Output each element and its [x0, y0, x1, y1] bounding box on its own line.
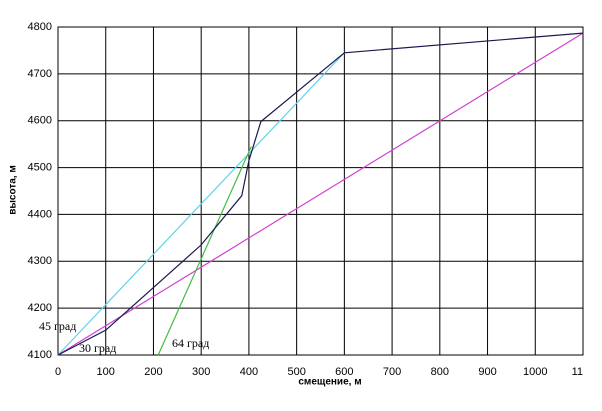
line-series [57, 32, 584, 356]
y-tick-label: 4800 [28, 21, 52, 33]
x-axis-title: смещение, м [298, 377, 361, 388]
x-tick-label: 11 [572, 366, 583, 378]
annotation: 45 град [39, 319, 76, 333]
plot-border [57, 26, 584, 356]
y-tick-label: 4400 [28, 208, 52, 220]
y-tick-label: 4700 [28, 68, 52, 80]
y-tick-label: 4200 [28, 302, 52, 314]
x-tick-label: 300 [192, 366, 210, 378]
x-tick-label: 600 [335, 366, 353, 378]
annotation: 30 град [79, 341, 116, 355]
y-tick-label: 4100 [28, 349, 52, 361]
line-series [157, 146, 252, 356]
x-tick-label: 700 [383, 366, 401, 378]
x-tick-label: 400 [240, 366, 258, 378]
line-series [57, 32, 584, 356]
x-tick-label: 100 [97, 366, 115, 378]
x-tick-label: 500 [287, 366, 305, 378]
x-tick-label: 0 [55, 366, 61, 378]
annotation: 64 град [172, 336, 209, 350]
x-tick-label: 1000 [523, 366, 547, 378]
y-tick-label: 4600 [28, 115, 52, 127]
y-axis-title: высота, м [8, 165, 19, 215]
line-series [57, 52, 345, 356]
x-tick-label: 900 [478, 366, 496, 378]
y-tick-label: 4500 [28, 161, 52, 173]
y-tick-label: 4300 [28, 255, 52, 267]
x-tick-label: 200 [144, 366, 162, 378]
x-tick-label: 800 [431, 366, 449, 378]
